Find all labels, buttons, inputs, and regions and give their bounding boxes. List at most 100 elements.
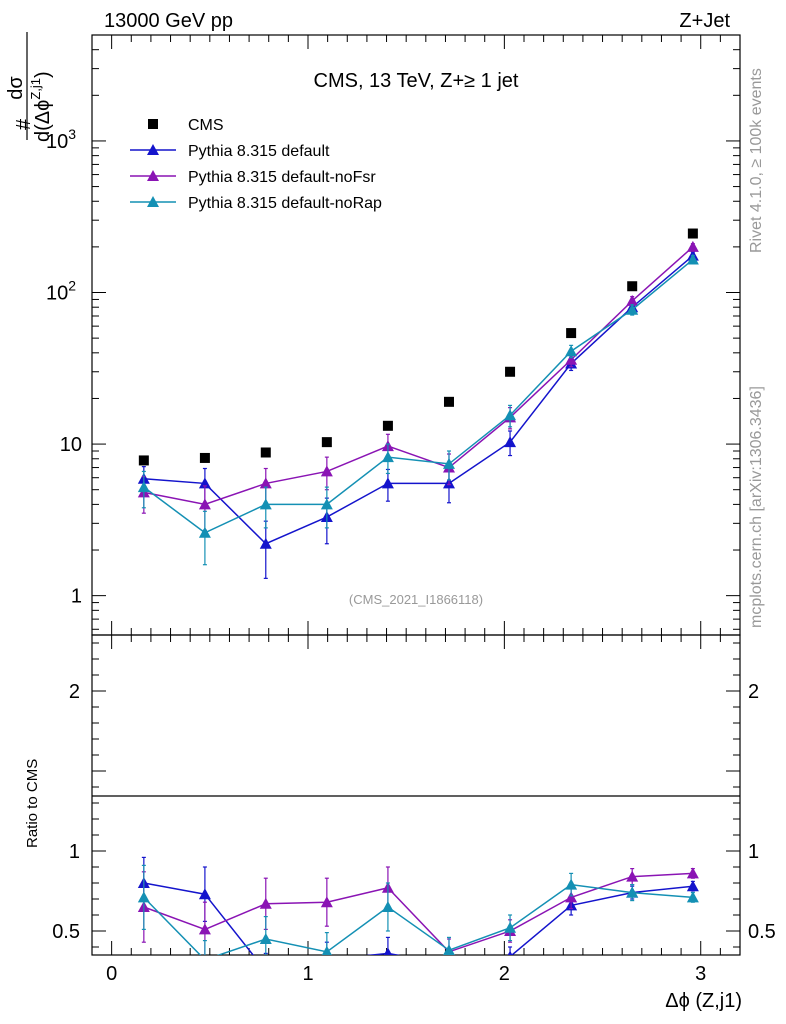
- data-point: [137, 481, 150, 493]
- data-point: [381, 451, 394, 463]
- ratio-point: [198, 888, 211, 900]
- y-tick-label-base: 1: [71, 586, 82, 608]
- y-tick-label-exp: 3: [68, 126, 76, 142]
- y-tick-label: 1: [71, 586, 82, 608]
- series-line: [143, 258, 694, 534]
- x-tick-label: 3: [695, 963, 706, 985]
- ratio-point: [204, 953, 206, 955]
- ratio-point: [259, 933, 272, 944]
- energy-label: 13000 GeV pp: [104, 10, 233, 32]
- ratio-point: [626, 870, 639, 882]
- data-point: [626, 294, 639, 306]
- legend-entry-nofsr: Pythia 8.315 default-noFsr: [130, 169, 376, 186]
- data-point: [504, 436, 517, 448]
- y-label-den-main: d(Δϕ: [32, 100, 54, 142]
- cms-data-point: [443, 396, 454, 407]
- legend-label-default: Pythia 8.315 default: [188, 143, 330, 160]
- ratio-point: [383, 947, 393, 955]
- y-tick-label-base: 10: [60, 434, 82, 456]
- ratio-y-tick-label-right: 0.5: [748, 921, 776, 943]
- ratio-point: [137, 891, 150, 903]
- ratio-point: [260, 965, 272, 976]
- legend-entry-cms: CMS: [148, 117, 224, 134]
- ratio-point: [686, 867, 699, 879]
- data-point: [686, 240, 699, 252]
- cms-data-point: [627, 281, 638, 292]
- data-point: [259, 498, 272, 510]
- y-tick-label-exp: 2: [68, 278, 76, 294]
- ratio-point: [565, 878, 578, 890]
- x-tick-label: 1: [302, 963, 313, 985]
- ratio-point: [507, 950, 513, 955]
- y-tick-label-base: 10: [46, 131, 68, 153]
- y-label-numerator: dσ: [5, 76, 27, 100]
- series-main: [137, 249, 699, 579]
- data-point: [198, 477, 211, 489]
- series-main: [137, 253, 699, 566]
- data-point: [565, 345, 578, 357]
- x-tick-label: 2: [499, 963, 510, 985]
- process-label: Z+Jet: [679, 10, 730, 32]
- series-line: [143, 246, 694, 506]
- ratio-point: [686, 891, 699, 903]
- cms-data-point: [687, 228, 698, 239]
- ratio-plot-frame: [91, 634, 741, 956]
- y-label-hash: #: [13, 118, 35, 130]
- series-line: [143, 255, 694, 545]
- data-point: [198, 526, 211, 538]
- cms-data-point: [505, 366, 516, 377]
- ratio-point: [321, 945, 332, 955]
- legend-marker-default: [147, 144, 159, 155]
- cms-data: [138, 228, 698, 466]
- y-tick-label: 103: [46, 126, 76, 153]
- ratio-line: [143, 872, 693, 953]
- legend-marker-nofsr: [147, 170, 159, 181]
- legend-entry-norap: Pythia 8.315 default-noRap: [130, 195, 382, 212]
- series-main: [137, 240, 699, 531]
- data-point: [320, 498, 333, 510]
- analysis-id: (CMS_2021_I1866118): [349, 592, 483, 607]
- data-point: [504, 409, 517, 421]
- data-point: [381, 477, 394, 489]
- legend-marker-cms: [148, 119, 158, 129]
- y-label-denominator: d(ΔϕZ,j1): [28, 71, 54, 142]
- ratio-y-tick-label: 2: [69, 681, 80, 703]
- y-axis-label-ratio: Ratio to CMS: [24, 759, 41, 848]
- y-axis-label-main: # dσ d(ΔϕZ,j1): [5, 32, 54, 142]
- ratio-point: [259, 897, 272, 909]
- series-ratio: [137, 864, 699, 955]
- ratio-line: [143, 883, 693, 955]
- y-tick-label-base: 10: [46, 283, 68, 305]
- legend-entry-default: Pythia 8.315 default: [130, 143, 330, 160]
- data-point: [259, 477, 272, 489]
- ratio-point: [504, 921, 517, 933]
- ratio-point: [198, 923, 211, 935]
- ratio-point: [626, 886, 639, 898]
- legend-label-nofsr: Pythia 8.315 default-noFsr: [188, 169, 376, 186]
- ratio-y-tick-label: 1: [69, 841, 80, 863]
- ratio-point: [686, 880, 699, 892]
- ratio-y-tick-label-right: 2: [748, 681, 759, 703]
- cms-data-point: [566, 328, 577, 339]
- data-point: [626, 303, 639, 315]
- ratio-line: [143, 882, 693, 955]
- cms-data-point: [382, 420, 393, 431]
- cms-data-point: [199, 452, 210, 463]
- data-point: [259, 537, 272, 549]
- data-point: [686, 253, 699, 265]
- plot-title: CMS, 13 TeV, Z+≥ 1 jet: [314, 70, 519, 92]
- ratio-point: [443, 944, 455, 955]
- y-label-den-sup: Z,j1: [28, 78, 43, 100]
- legend-label-cms: CMS: [188, 117, 224, 134]
- legend: CMS Pythia 8.315 default Pythia 8.315 de…: [130, 117, 382, 212]
- cms-data-point: [138, 455, 149, 466]
- rivet-label: Rivet 4.1.0, ≥ 100k events: [748, 68, 765, 253]
- legend-label-norap: Pythia 8.315 default-noRap: [188, 195, 382, 212]
- data-point: [198, 498, 211, 510]
- ratio-point: [320, 896, 333, 908]
- ratio-y-tick-label: 0.5: [52, 921, 80, 943]
- ratio-point: [381, 901, 394, 912]
- y-tick-label: 102: [46, 278, 76, 305]
- y-tick-label: 10: [60, 434, 82, 456]
